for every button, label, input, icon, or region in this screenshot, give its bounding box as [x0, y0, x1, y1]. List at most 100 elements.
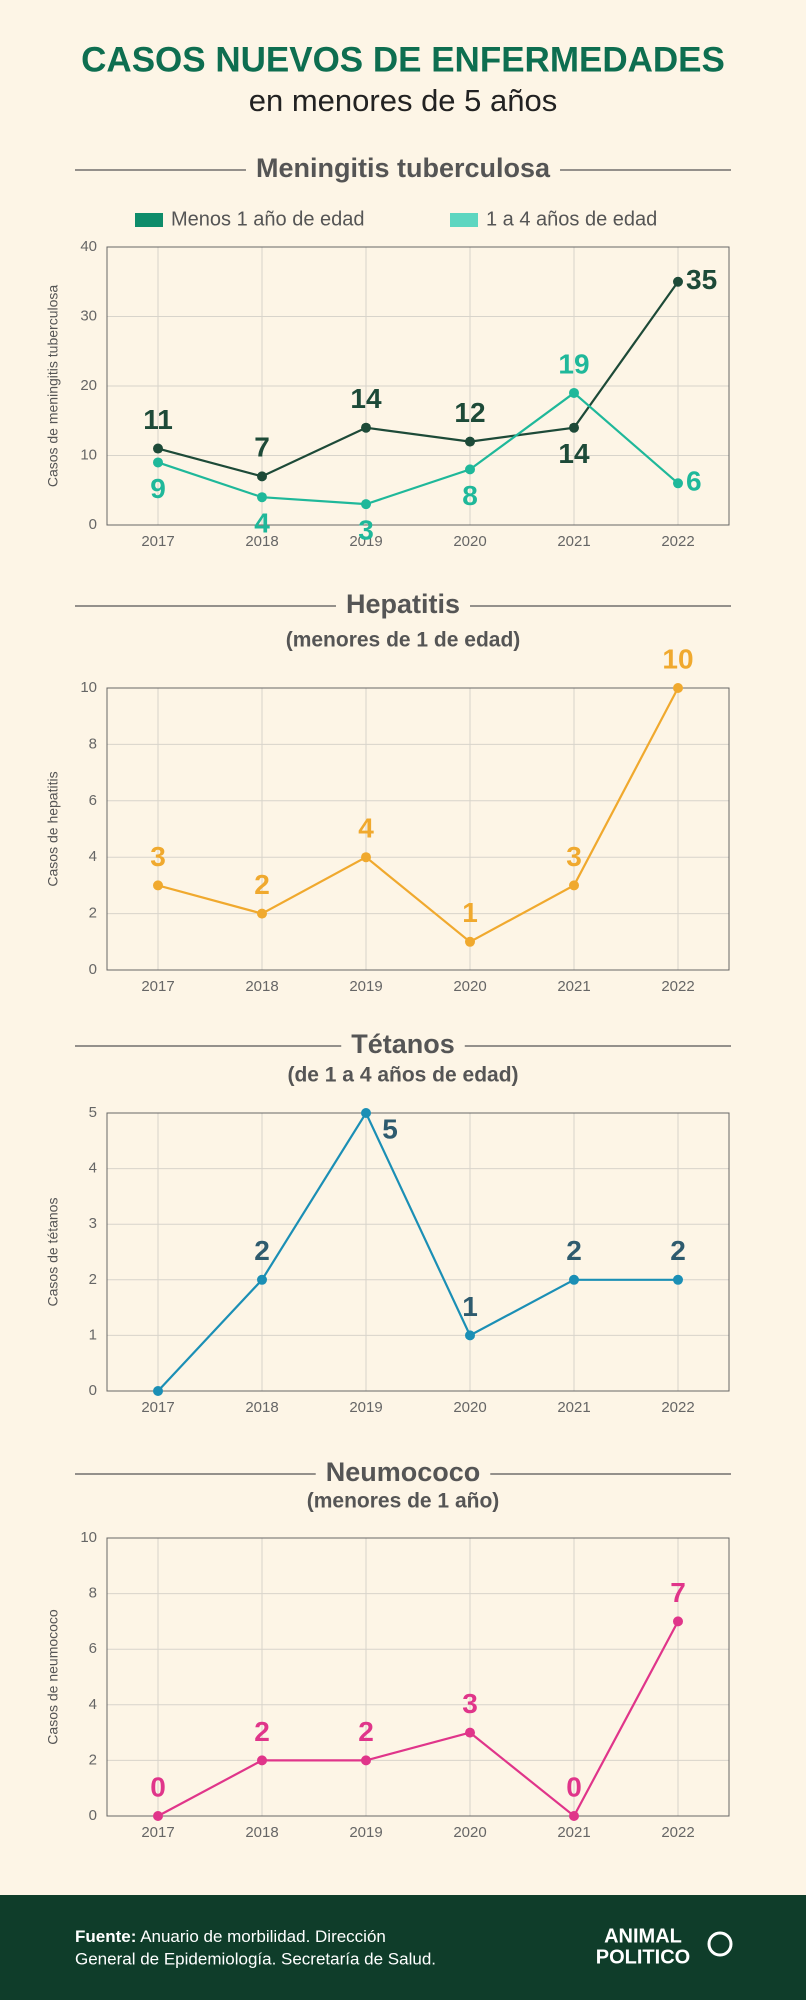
y-tick-label: 40 [80, 238, 97, 255]
data-point [361, 499, 371, 510]
y-tick-label: 10 [80, 679, 97, 696]
data-label: 9 [150, 473, 166, 504]
series-line [157, 281, 679, 478]
y-tick-label: 8 [89, 735, 97, 752]
plot-frame [106, 1537, 730, 1817]
data-point [257, 1755, 267, 1766]
y-tick-label: 3 [89, 1215, 97, 1232]
data-label: 7 [254, 432, 270, 463]
footer-source: Fuente: Anuario de morbilidad. Dirección [75, 1927, 386, 1946]
data-label: 12 [454, 397, 485, 428]
plot-frame [106, 1112, 730, 1392]
data-label: 1 [462, 897, 478, 928]
x-tick-label: 2021 [557, 1824, 590, 1841]
data-point [361, 422, 371, 433]
y-tick-label: 0 [89, 1382, 97, 1399]
page-subtitle: en menores de 5 años [249, 83, 558, 118]
x-tick-label: 2022 [661, 1399, 694, 1416]
data-label: 8 [462, 480, 478, 511]
series-line [157, 1110, 678, 1392]
heading-bg [245, 154, 561, 186]
x-tick-label: 2020 [453, 1399, 486, 1416]
data-label: 3 [462, 1688, 478, 1719]
footer-source: General de Epidemiología. Secretaría de … [75, 1949, 436, 1968]
logo: POLITICO [596, 1946, 690, 1968]
data-point [465, 436, 475, 447]
logo: ANIMAL [604, 1925, 682, 1947]
data-point [153, 443, 163, 454]
x-tick-label: 2019 [349, 1824, 382, 1841]
data-label: 0 [566, 1771, 582, 1802]
y-axis-label: Casos de hepatitis [45, 771, 61, 886]
data-point [153, 457, 163, 468]
x-tick-label: 2021 [557, 533, 590, 550]
data-point [465, 464, 475, 475]
logo-mark [707, 1931, 733, 1957]
x-tick-label: 2021 [557, 978, 590, 995]
data-label: 1 [462, 1291, 478, 1322]
chart-subtitle: (menores de 1 año) [307, 1490, 500, 1513]
data-label: 10 [662, 643, 693, 674]
data-label: 2 [358, 1716, 374, 1747]
data-point [257, 492, 267, 503]
data-point [673, 683, 683, 693]
x-tick-label: 2017 [141, 1824, 174, 1841]
chart-title: Tétanos [351, 1029, 455, 1059]
x-tick-label: 2020 [453, 1824, 486, 1841]
heading-bg [335, 590, 471, 622]
data-label: 11 [143, 404, 173, 435]
y-tick-label: 2 [89, 905, 97, 922]
data-point [361, 1755, 371, 1766]
y-axis-label: Casos de tétanos [45, 1198, 61, 1307]
data-label: 4 [254, 508, 270, 539]
chart-title: Neumococo [326, 1457, 481, 1487]
chart-subtitle: (de 1 a 4 años de edad) [287, 1064, 518, 1087]
x-tick-label: 2019 [349, 978, 382, 995]
y-axis-label: Casos de meningitis tuberculosa [45, 285, 61, 488]
source-label: Fuente: [75, 1927, 136, 1946]
heading-bg [315, 1458, 491, 1490]
y-tick-label: 20 [80, 377, 97, 394]
heading-bg [341, 1030, 465, 1062]
data-point [569, 387, 579, 398]
data-label: 7 [670, 1577, 686, 1608]
y-tick-label: 5 [89, 1104, 97, 1121]
data-label: 35 [686, 264, 717, 295]
y-tick-label: 8 [89, 1585, 97, 1602]
data-label: 5 [382, 1113, 398, 1144]
data-point [465, 1727, 475, 1738]
x-tick-label: 2019 [349, 1399, 382, 1416]
data-label: 19 [558, 348, 589, 379]
data-point [673, 1274, 683, 1285]
series-line [157, 687, 679, 944]
y-tick-label: 0 [89, 516, 97, 533]
source-text: Anuario de morbilidad. Dirección [140, 1927, 386, 1946]
legend-label: Menos 1 año de edad [171, 208, 365, 230]
chart-title: Meningitis tuberculosa [256, 153, 551, 183]
y-tick-label: 4 [89, 1696, 97, 1713]
y-tick-label: 2 [89, 1271, 97, 1288]
data-point [569, 1274, 579, 1285]
x-tick-label: 2018 [245, 533, 278, 550]
chart-title: Hepatitis [346, 589, 460, 619]
data-label: 0 [150, 1771, 166, 1802]
x-tick-label: 2022 [661, 533, 694, 550]
x-tick-label: 2021 [557, 1399, 590, 1416]
plot-frame [106, 687, 730, 971]
y-tick-label: 1 [89, 1326, 97, 1343]
data-point [569, 880, 579, 891]
x-tick-label: 2018 [245, 978, 278, 995]
y-tick-label: 4 [89, 848, 97, 865]
legend-label: 1 a 4 años de edad [486, 208, 657, 230]
plot-frame [106, 246, 730, 526]
y-axis-label: Casos de neumococo [45, 1609, 61, 1745]
legend-swatch [450, 213, 478, 227]
y-tick-label: 6 [89, 1640, 97, 1657]
x-tick-label: 2017 [141, 1399, 174, 1416]
data-point [257, 1274, 267, 1285]
data-point [257, 908, 267, 919]
y-tick-label: 10 [80, 446, 97, 463]
data-label: 3 [566, 841, 582, 872]
x-tick-label: 2017 [141, 978, 174, 995]
